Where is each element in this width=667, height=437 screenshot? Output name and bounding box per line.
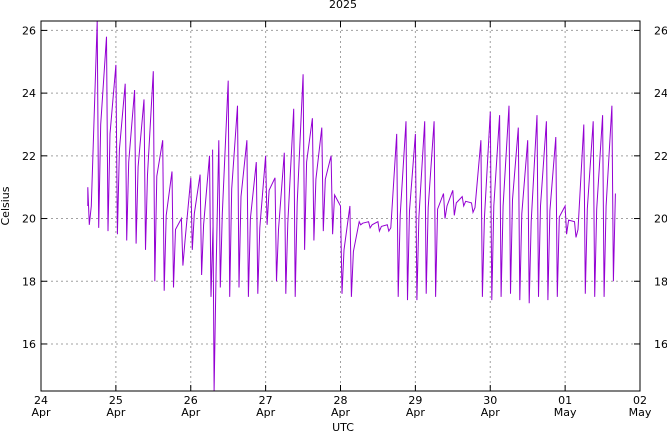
x-tick-day-label: 24: [34, 394, 48, 407]
y-tick-label-right: 20: [654, 213, 667, 226]
chart-title: 2025: [329, 0, 357, 11]
y-tick-label-right: 22: [654, 150, 667, 163]
x-tick-day-label: 30: [483, 394, 497, 407]
x-tick-month-label: Apr: [406, 406, 426, 419]
y-tick-label-right: 16: [654, 338, 667, 351]
x-tick-day-label: 29: [408, 394, 422, 407]
y-tick-label-left: 22: [22, 150, 36, 163]
y-tick-label-left: 18: [22, 275, 36, 288]
y-tick-label-right: 26: [654, 24, 667, 37]
x-tick-month-label: Apr: [331, 406, 351, 419]
y-axis-label: Celsius: [0, 186, 12, 225]
x-tick-month-label: May: [629, 406, 652, 419]
temperature-series-line: [87, 20, 616, 392]
x-tick-day-label: 27: [259, 394, 273, 407]
y-tick-label-left: 16: [22, 338, 36, 351]
x-tick-day-label: 26: [184, 394, 198, 407]
x-axis-label: UTC: [332, 421, 354, 432]
x-tick-month-label: Apr: [106, 406, 126, 419]
y-tick-label-left: 26: [22, 24, 36, 37]
x-tick-day-label: 25: [109, 394, 123, 407]
series-layer: [87, 20, 616, 392]
x-tick-month-label: Apr: [256, 406, 276, 419]
y-tick-label-left: 20: [22, 213, 36, 226]
y-tick-label-right: 24: [654, 87, 667, 100]
x-tick-month-label: Apr: [181, 406, 201, 419]
x-tick-day-label: 01: [558, 394, 572, 407]
y-tick-label-left: 24: [22, 87, 36, 100]
x-tick-month-label: May: [554, 406, 577, 419]
x-tick-day-label: 02: [633, 394, 647, 407]
y-tick-label-right: 18: [654, 275, 667, 288]
x-tick-month-label: Apr: [481, 406, 501, 419]
x-tick-day-label: 28: [334, 394, 348, 407]
x-tick-month-label: Apr: [31, 406, 51, 419]
